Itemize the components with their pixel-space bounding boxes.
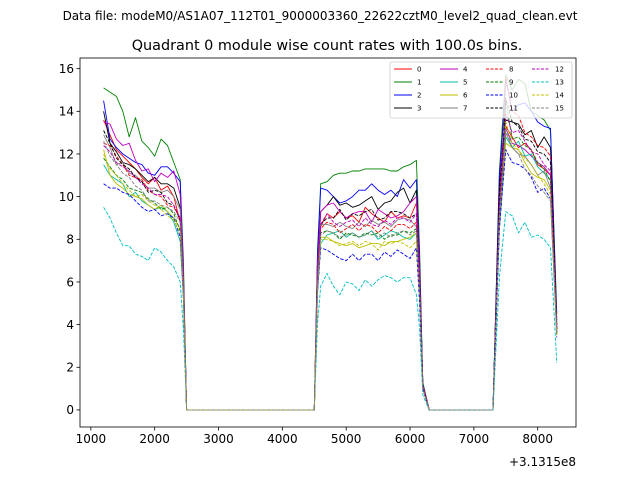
plot-area-frame — [79, 57, 577, 428]
y-tick-label: 14 — [59, 105, 74, 119]
x-offset-text: +3.1315e8 — [509, 455, 576, 469]
x-tick-label: 5000 — [331, 432, 362, 446]
legend-label-1: 1 — [417, 79, 421, 87]
series-line-12 — [103, 113, 558, 411]
y-tick-label: 0 — [66, 403, 74, 417]
y-tick-label: 16 — [59, 62, 74, 76]
series-line-13 — [103, 207, 558, 411]
y-tick-label: 2 — [66, 361, 74, 375]
series-line-7 — [103, 132, 558, 411]
legend-label-10: 10 — [509, 92, 518, 100]
legend-label-6: 6 — [463, 92, 468, 100]
x-tick-label: 8000 — [522, 432, 553, 446]
x-axis: 1000 2000 3000 4000 5000 6000 7000 8000 — [76, 427, 553, 446]
x-tick-label: 3000 — [203, 432, 234, 446]
chart-suptitle: Data file: modeM0/AS1A07_112T01_90000033… — [63, 9, 578, 23]
y-axis: 0 2 4 6 8 10 12 14 16 — [59, 62, 80, 417]
x-tick-label: 4000 — [267, 432, 298, 446]
x-tick-label: 7000 — [459, 432, 490, 446]
legend-label-15: 15 — [555, 105, 564, 113]
legend-label-5: 5 — [463, 79, 467, 87]
series-line-6 — [103, 142, 558, 411]
legend-label-14: 14 — [555, 92, 564, 100]
chart-title: Quadrant 0 module wise count rates with … — [132, 38, 523, 54]
series-line-11 — [103, 98, 558, 411]
legend-label-4: 4 — [463, 66, 468, 74]
legend-label-2: 2 — [417, 92, 421, 100]
series-layer — [103, 74, 558, 411]
y-tick-label: 12 — [59, 147, 74, 161]
legend-label-13: 13 — [555, 79, 564, 87]
legend-label-8: 8 — [509, 66, 513, 74]
x-tick-label: 6000 — [395, 432, 426, 446]
x-tick-label: 2000 — [139, 432, 170, 446]
legend-label-0: 0 — [417, 66, 421, 74]
legend-label-12: 12 — [555, 66, 564, 74]
x-tick-label: 1000 — [76, 432, 107, 446]
legend-label-3: 3 — [417, 105, 421, 113]
legend-box — [389, 61, 573, 119]
legend-label-11: 11 — [509, 105, 518, 113]
legend-label-9: 9 — [509, 79, 513, 87]
legend-label-7: 7 — [463, 105, 467, 113]
y-tick-label: 6 — [66, 275, 74, 289]
series-line-15 — [103, 127, 558, 411]
series-line-8 — [103, 76, 558, 411]
y-tick-label: 8 — [66, 233, 74, 247]
y-tick-label: 10 — [59, 190, 74, 204]
y-tick-label: 4 — [66, 318, 74, 332]
